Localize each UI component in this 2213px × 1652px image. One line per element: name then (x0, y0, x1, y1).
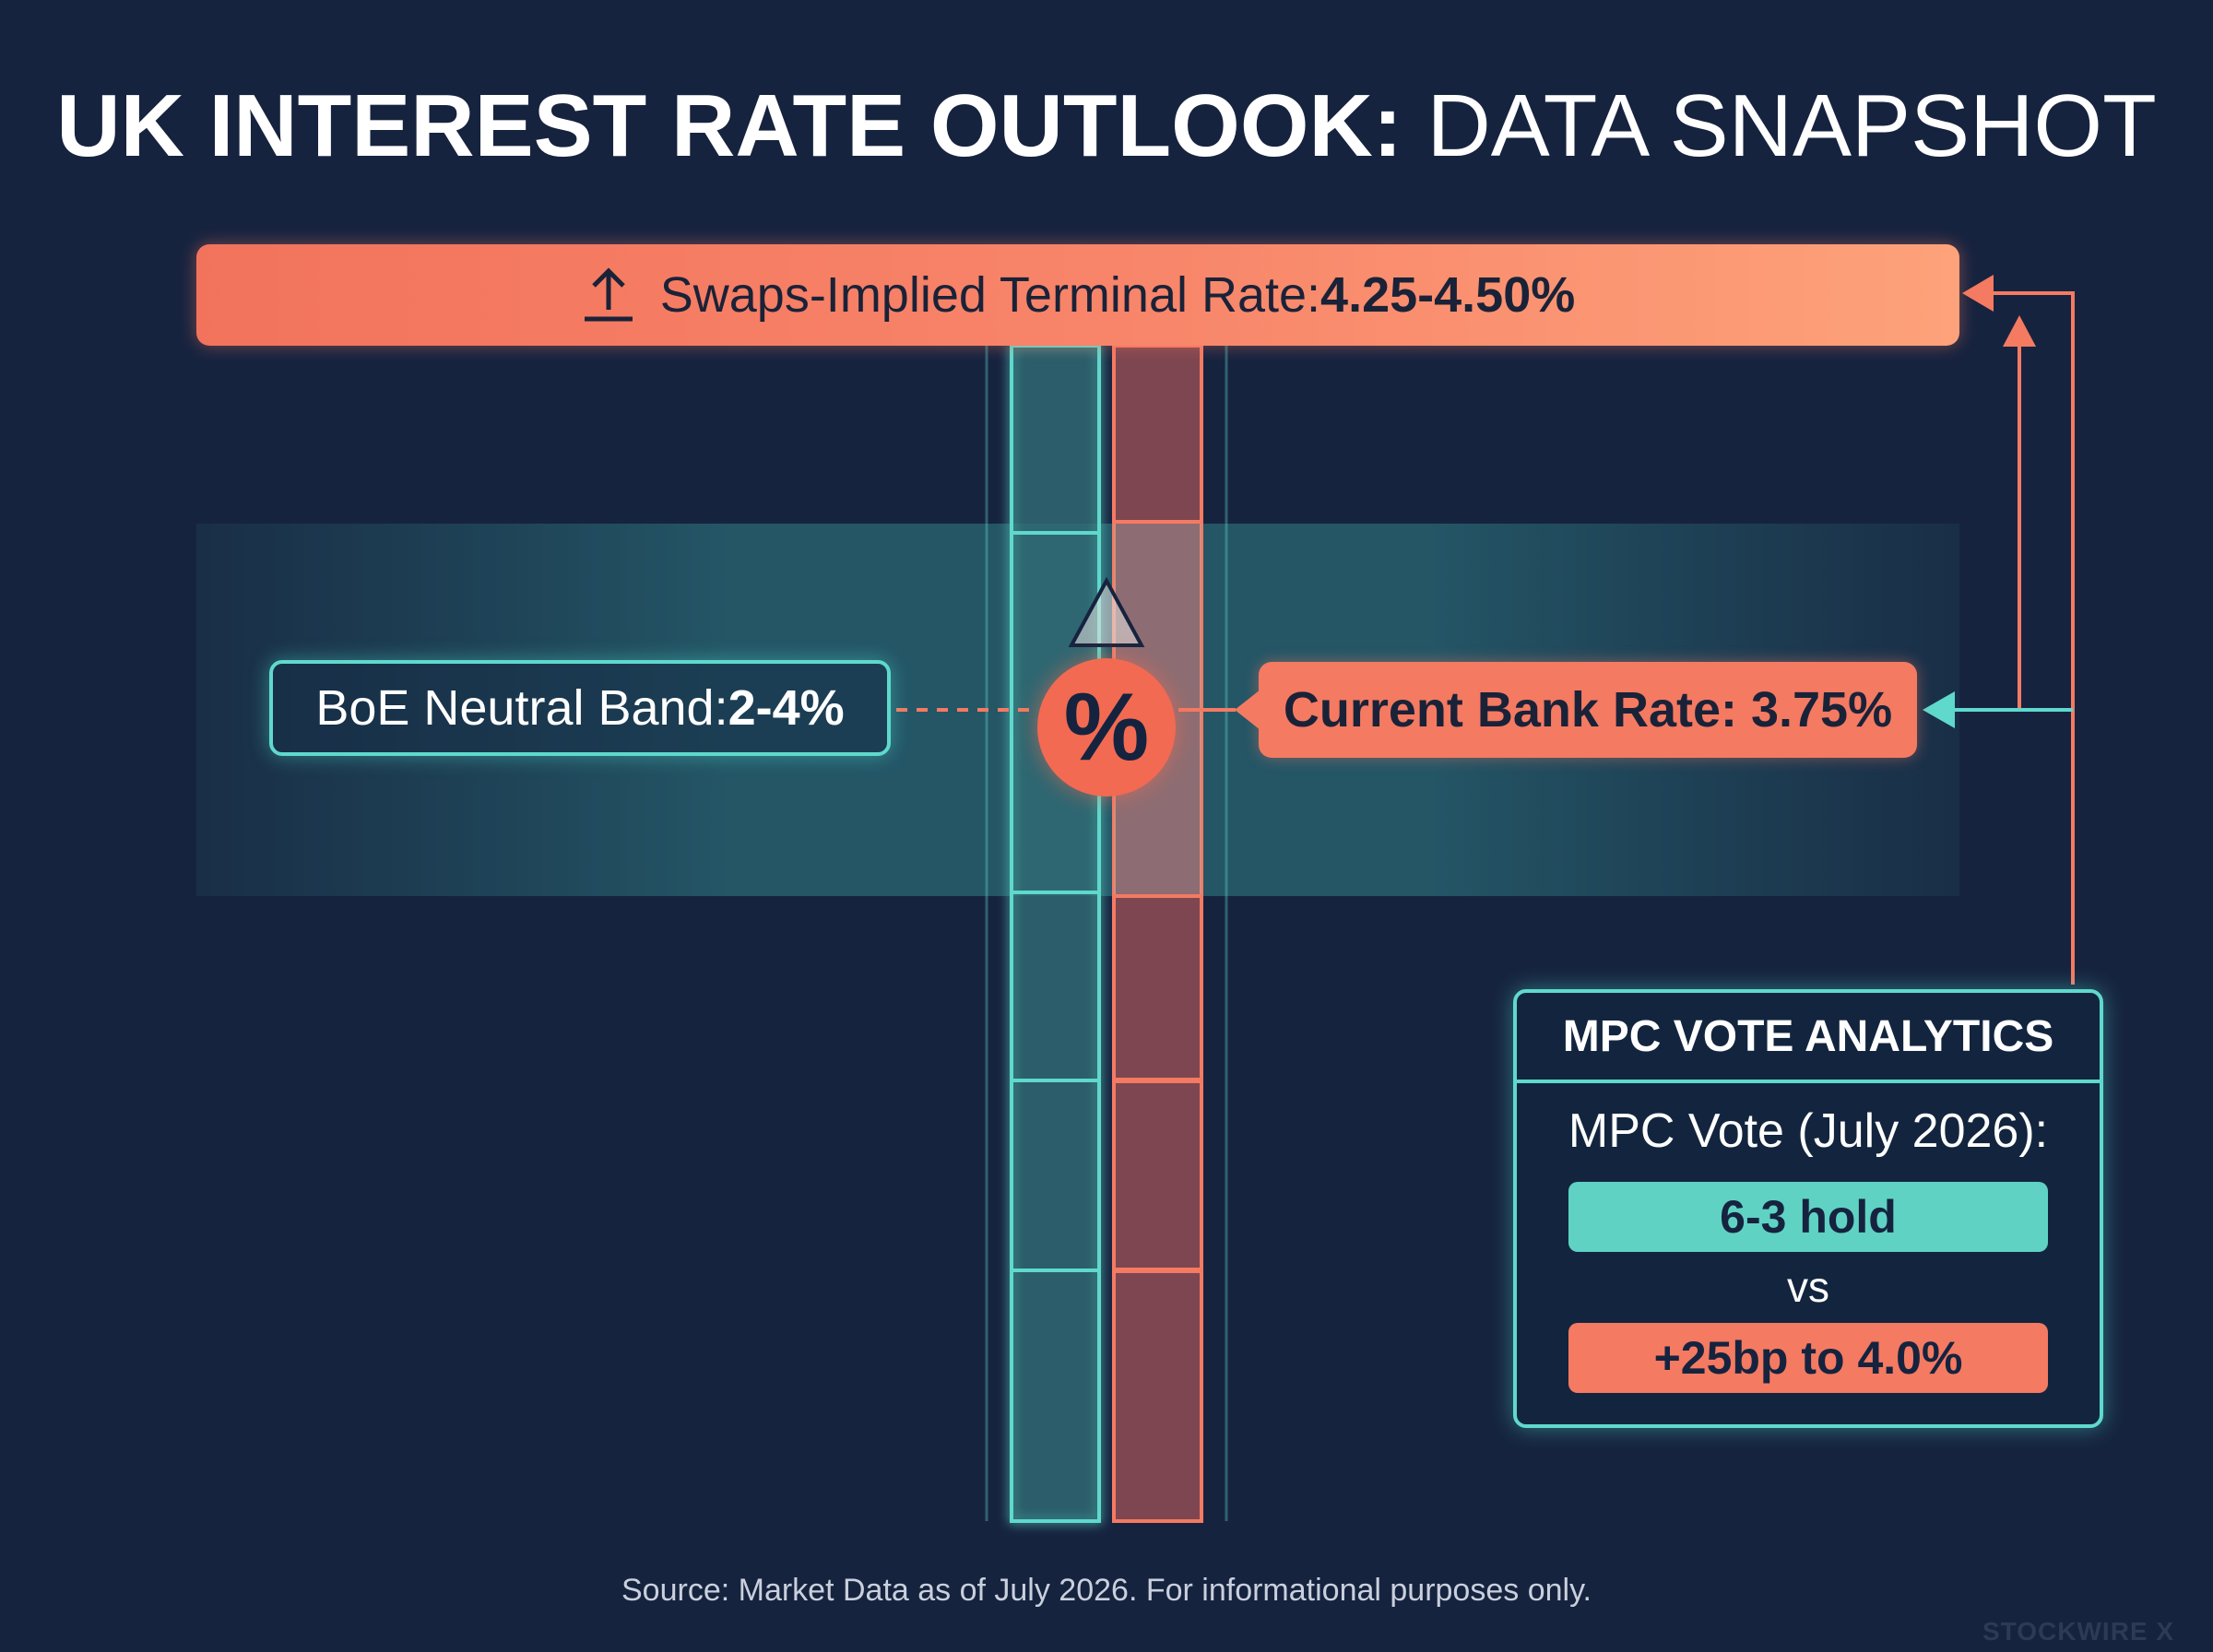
mpc-vote-panel: MPC VOTE ANALYTICS MPC Vote (July 2026):… (1513, 989, 2103, 1428)
mpc-vs-text: vs (1787, 1263, 1829, 1311)
percent-badge-droplet (1068, 576, 1145, 647)
current-rate-arrow-head (1923, 691, 1955, 728)
terminal-rate-label: Swaps-Implied Terminal Rate: (659, 267, 1321, 323)
mpc-hold-pill: 6-3 hold (1568, 1182, 2048, 1252)
title-strong: UK INTEREST RATE OUTLOOK: (56, 77, 1402, 175)
neutral-band-text: BoE Neutral Band: (315, 680, 728, 736)
mpc-panel-subheading: MPC Vote (July 2026): (1568, 1104, 2049, 1158)
mpc-hike-pill: +25bp to 4.0% (1568, 1323, 2048, 1393)
watermark-logo: STOCKWIRE X (1982, 1617, 2175, 1646)
arrow-up-tray-icon (581, 266, 636, 324)
terminal-rate-value: 4.25-4.50% (1320, 267, 1576, 323)
mpc-panel-heading: MPC VOTE ANALYTICS (1517, 993, 2100, 1083)
mpc-to-current-connector (1989, 291, 2075, 985)
neutral-band-label: BoE Neutral Band: 2-4% (269, 660, 891, 756)
mpc-up-arrow-head (1962, 275, 1994, 312)
neutral-band-value: 2-4% (728, 680, 845, 736)
current-bank-rate-label: Current Bank Rate: 3.75% (1235, 662, 1917, 758)
terminal-rate-bar: Swaps-Implied Terminal Rate: 4.25-4.50% (196, 244, 1959, 346)
page-title: UK INTEREST RATE OUTLOOK: DATA SNAPSHOT (0, 76, 2213, 177)
percent-badge: % (1037, 658, 1176, 796)
teal-rate-column (1010, 344, 1101, 1523)
title-light: DATA SNAPSHOT (1426, 77, 2157, 175)
current-up-arrow-head (2003, 315, 2036, 347)
coral-rate-column (1112, 344, 1203, 1523)
source-note: Source: Market Data as of July 2026. For… (621, 1573, 1592, 1608)
